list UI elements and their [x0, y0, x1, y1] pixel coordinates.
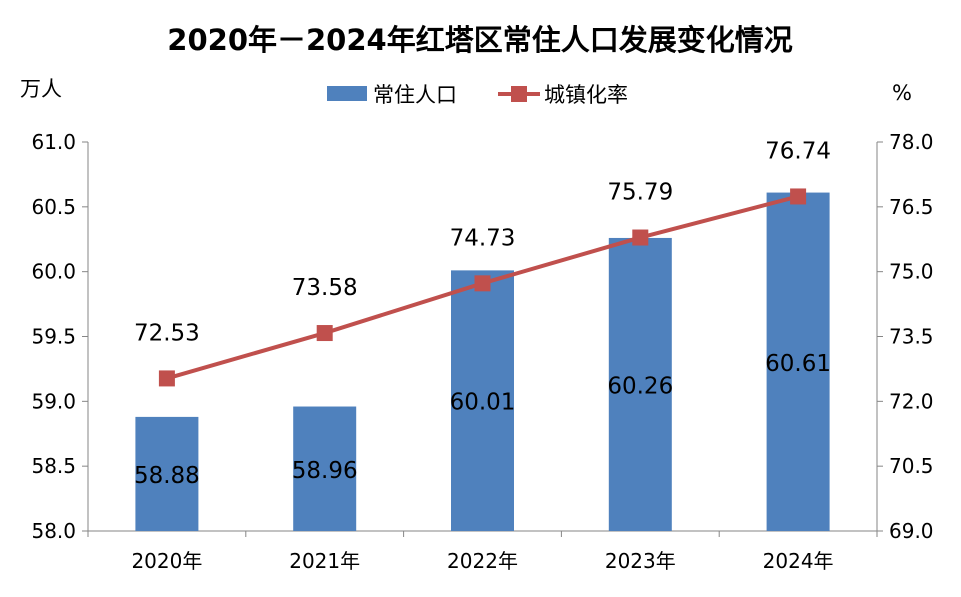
- left-axis-label: 万人: [20, 77, 62, 101]
- line-marker: [158, 370, 175, 387]
- right-tick-label: 75.0: [889, 260, 934, 284]
- bar-data-label: 60.01: [450, 390, 516, 416]
- left-tick-label: 59.5: [31, 325, 76, 349]
- legend-line-label: 城镇化率: [544, 83, 628, 107]
- right-tick-label: 73.5: [889, 325, 934, 349]
- bar-data-label: 60.61: [765, 351, 831, 377]
- line-marker: [316, 325, 333, 342]
- left-tick-label: 60.5: [31, 195, 76, 219]
- legend-bar-swatch: [327, 86, 367, 101]
- line-data-label: 76.74: [765, 138, 831, 164]
- right-tick-label: 76.5: [889, 195, 934, 219]
- line-marker: [632, 229, 649, 246]
- bar-data-label: 58.88: [134, 463, 200, 489]
- bar: [766, 192, 830, 531]
- line-data-label: 75.79: [607, 180, 673, 206]
- line-data-label: 72.53: [134, 320, 200, 346]
- right-tick-label: 72.0: [889, 389, 934, 413]
- bar-data-label: 58.96: [292, 458, 358, 484]
- right-axis-label: %: [892, 81, 912, 105]
- bar: [451, 270, 514, 531]
- x-tick-label: 2021年: [289, 549, 360, 573]
- left-tick-label: 59.0: [31, 389, 76, 413]
- left-tick-label: 60.0: [31, 260, 76, 284]
- bar-data-label: 60.26: [607, 373, 673, 399]
- legend-line-marker: [511, 86, 527, 102]
- bar: [608, 237, 672, 531]
- x-tick-label: 2022年: [447, 549, 518, 573]
- line-marker: [474, 275, 491, 292]
- x-tick-label: 2023年: [605, 549, 676, 573]
- left-tick-label: 58.0: [31, 519, 76, 543]
- left-tick-label: 58.5: [31, 454, 76, 478]
- chart-title: 2020年－2024年红塔区常住人口发展变化情况: [167, 23, 792, 57]
- left-tick-label: 61.0: [31, 130, 76, 154]
- x-tick-label: 2020年: [131, 549, 202, 573]
- line-data-label: 74.73: [450, 225, 516, 251]
- line-marker: [790, 188, 807, 205]
- legend: 常住人口 城镇化率: [327, 83, 628, 107]
- right-tick-label: 78.0: [889, 130, 934, 154]
- right-tick-label: 69.0: [889, 519, 934, 543]
- bar: [293, 406, 357, 531]
- bar: [135, 416, 199, 531]
- x-tick-label: 2024年: [763, 549, 834, 573]
- legend-bar-label: 常住人口: [373, 83, 457, 107]
- right-tick-label: 70.5: [889, 454, 934, 478]
- line-data-label: 73.58: [292, 275, 358, 301]
